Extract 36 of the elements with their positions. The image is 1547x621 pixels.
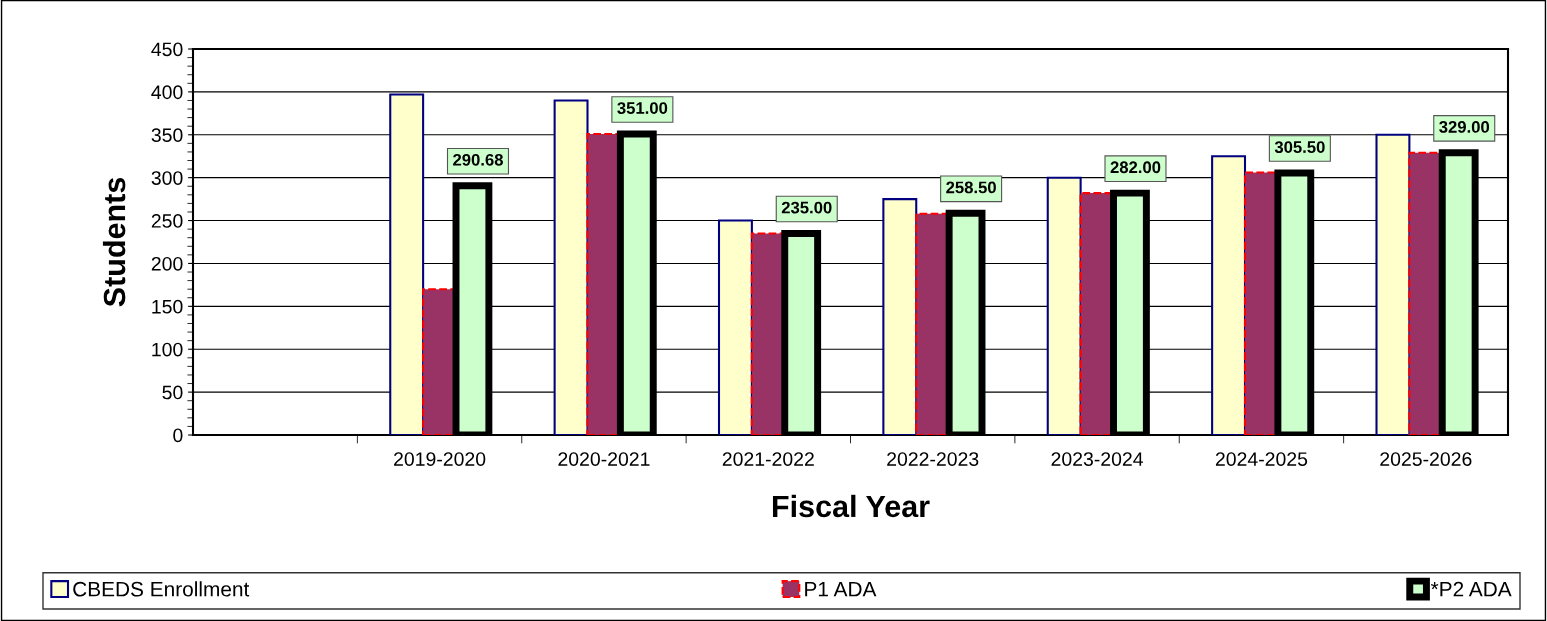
y-tick-label: 50 — [162, 385, 183, 400]
y-tick-label: 150 — [152, 299, 183, 314]
bar — [1046, 176, 1082, 435]
y-tick-label: 350 — [151, 128, 183, 143]
x-tick-label: 2021-2022 — [722, 452, 814, 466]
bar — [882, 198, 918, 435]
x-tick-label: 2020-2021 — [558, 452, 650, 466]
bar — [553, 99, 589, 435]
x-axis-title: Fiscal Year — [772, 494, 930, 518]
bar — [717, 219, 753, 435]
data-label: 305.50 — [1274, 141, 1325, 154]
y-tick-label: 300 — [151, 171, 183, 185]
y-tick-label: 0 — [173, 428, 183, 443]
y-tick-label: 450 — [151, 42, 183, 57]
x-tick-label: 2023-2024 — [1051, 452, 1143, 466]
y-tick-label: 250 — [151, 214, 183, 228]
data-label: 290.68 — [453, 153, 503, 166]
bar — [389, 93, 425, 435]
y-tick-label: 100 — [152, 342, 183, 357]
y-tick-label: 400 — [151, 85, 183, 100]
bar — [1375, 133, 1411, 435]
data-label: 329.00 — [1439, 121, 1490, 133]
x-tick-label: 2022-2023 — [887, 452, 979, 466]
y-tick-label: 200 — [151, 256, 183, 271]
legend-label: *P2 ADA — [1430, 581, 1512, 597]
y-axis-title: Students — [102, 177, 126, 307]
x-tick-label: 2019-2020 — [394, 452, 486, 466]
legend-label: CBEDS Enrollment — [73, 581, 250, 597]
data-label: 235.00 — [781, 201, 832, 214]
data-label: 351.00 — [617, 102, 668, 114]
data-label: 282.00 — [1110, 161, 1161, 174]
data-label: 258.50 — [946, 181, 996, 194]
legend-label: P1 ADA — [805, 582, 877, 597]
bar — [1211, 155, 1247, 435]
x-tick-label: 2024-2025 — [1215, 452, 1308, 466]
x-tick-label: 2025-2026 — [1380, 452, 1472, 466]
